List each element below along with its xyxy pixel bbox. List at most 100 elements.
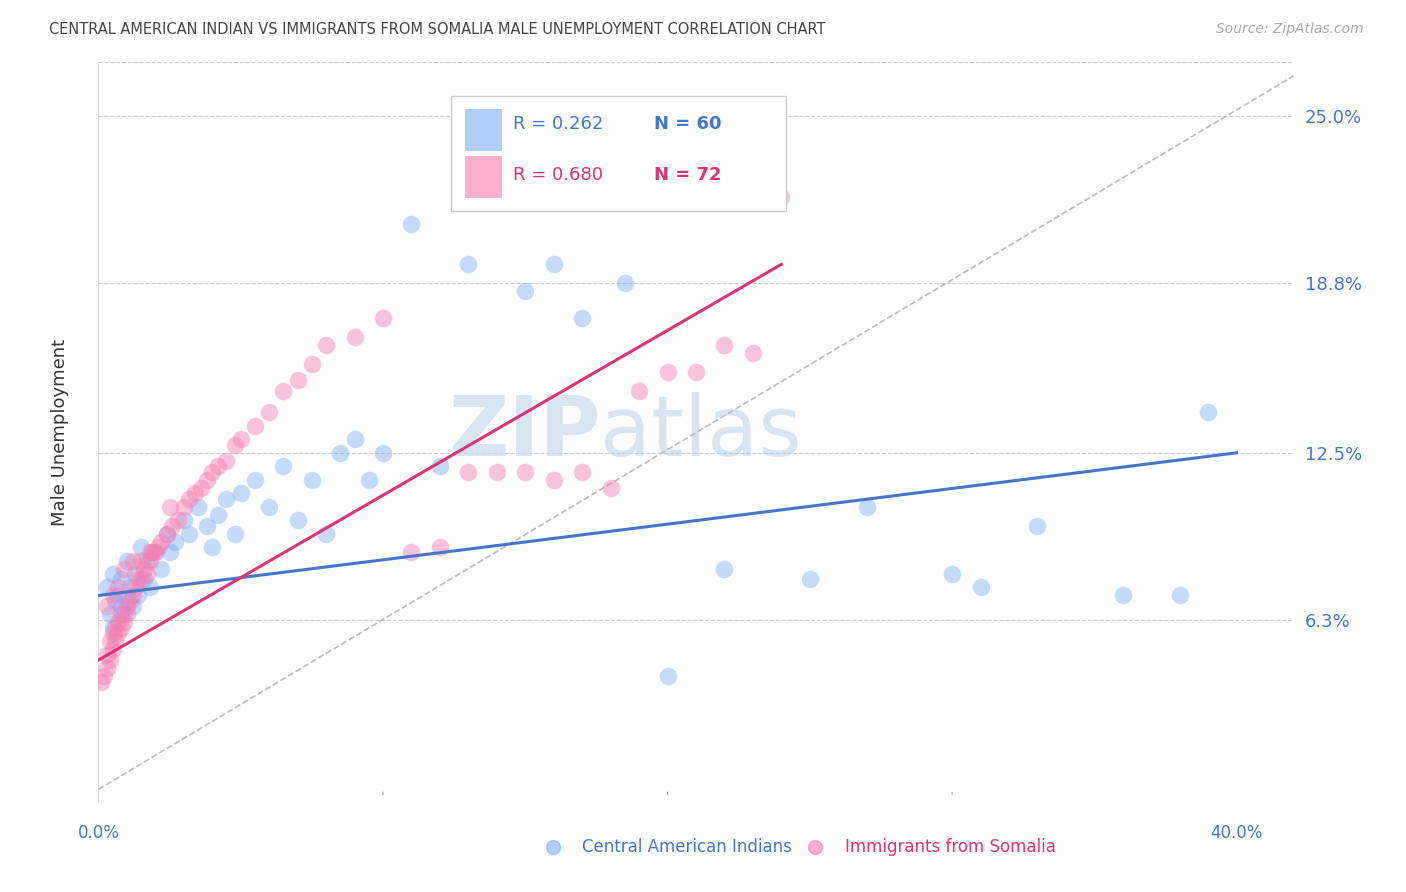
Point xyxy=(301,473,323,487)
Text: atlas: atlas xyxy=(600,392,801,473)
Point xyxy=(150,561,173,575)
Point xyxy=(713,338,735,352)
Point xyxy=(215,454,238,468)
Point xyxy=(215,491,238,506)
FancyBboxPatch shape xyxy=(465,156,501,197)
Point xyxy=(138,581,160,595)
Point xyxy=(98,653,121,667)
Point xyxy=(132,561,155,575)
Point xyxy=(127,572,149,586)
Point xyxy=(162,518,184,533)
Point xyxy=(485,465,508,479)
Point xyxy=(457,257,479,271)
Point xyxy=(115,599,138,614)
Point xyxy=(224,526,246,541)
Point xyxy=(150,534,173,549)
Point xyxy=(104,621,127,635)
Point xyxy=(543,473,565,487)
Point xyxy=(343,433,366,447)
Point xyxy=(287,513,309,527)
Point xyxy=(201,465,224,479)
Point xyxy=(315,526,337,541)
Point xyxy=(124,566,146,581)
Point xyxy=(741,346,763,360)
Point xyxy=(315,338,337,352)
Point xyxy=(401,545,423,559)
Point xyxy=(141,545,163,559)
Point xyxy=(101,626,124,640)
Point xyxy=(229,486,252,500)
Point xyxy=(243,473,266,487)
Point xyxy=(101,642,124,657)
Text: Immigrants from Somalia: Immigrants from Somalia xyxy=(845,838,1056,856)
Point xyxy=(657,669,679,683)
Point xyxy=(90,674,112,689)
Point xyxy=(115,607,138,622)
Point xyxy=(112,615,135,630)
Point xyxy=(371,311,394,326)
Point xyxy=(207,508,229,522)
Point xyxy=(1197,405,1219,419)
Point xyxy=(628,384,651,398)
Point xyxy=(429,459,451,474)
Point xyxy=(287,373,309,387)
Point xyxy=(96,599,118,614)
FancyBboxPatch shape xyxy=(465,109,501,150)
Text: Source: ZipAtlas.com: Source: ZipAtlas.com xyxy=(1216,22,1364,37)
Point xyxy=(121,599,143,614)
Point xyxy=(96,661,118,675)
Point xyxy=(243,418,266,433)
Point xyxy=(112,561,135,575)
Point xyxy=(110,599,132,614)
Point xyxy=(371,446,394,460)
Text: 40.0%: 40.0% xyxy=(1211,824,1263,842)
Point xyxy=(127,589,149,603)
Point xyxy=(357,473,380,487)
Point xyxy=(143,545,166,559)
Point xyxy=(1112,589,1135,603)
Text: Male Unemployment: Male Unemployment xyxy=(51,339,69,526)
Point xyxy=(855,500,877,514)
Point xyxy=(135,553,157,567)
Point xyxy=(129,572,152,586)
Point xyxy=(104,634,127,648)
Point xyxy=(121,589,143,603)
Point xyxy=(224,438,246,452)
Point xyxy=(129,553,152,567)
Point xyxy=(685,365,707,379)
Point xyxy=(110,621,132,635)
Point xyxy=(190,481,212,495)
Point xyxy=(273,459,295,474)
Point xyxy=(1026,518,1049,533)
Point xyxy=(571,465,593,479)
Point xyxy=(110,607,132,622)
Point xyxy=(121,553,143,567)
Point xyxy=(799,572,821,586)
Point xyxy=(110,572,132,586)
Point xyxy=(165,534,187,549)
Point xyxy=(657,365,679,379)
Point xyxy=(173,513,195,527)
Text: ZIP: ZIP xyxy=(449,392,600,473)
Point xyxy=(257,500,280,514)
Point xyxy=(156,526,179,541)
Point xyxy=(173,500,195,514)
Point xyxy=(148,540,170,554)
Point xyxy=(301,357,323,371)
Point xyxy=(543,257,565,271)
Point xyxy=(515,465,537,479)
Point xyxy=(138,553,160,567)
Point xyxy=(571,311,593,326)
Point xyxy=(1168,589,1191,603)
Text: N = 60: N = 60 xyxy=(654,115,721,133)
Point xyxy=(124,581,146,595)
Point xyxy=(101,566,124,581)
Point xyxy=(343,330,366,344)
Point xyxy=(115,553,138,567)
Point xyxy=(201,540,224,554)
Text: 0.0%: 0.0% xyxy=(77,824,120,842)
Point xyxy=(118,581,141,595)
Text: R = 0.680: R = 0.680 xyxy=(513,166,603,184)
Point xyxy=(184,486,207,500)
Point xyxy=(159,545,181,559)
